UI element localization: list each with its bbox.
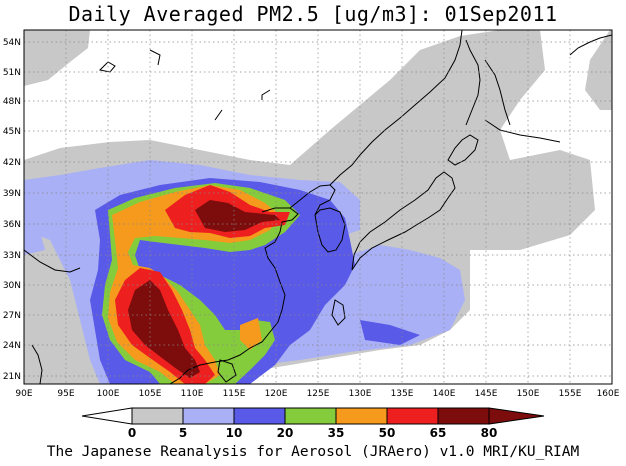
lon-label: 100E	[97, 389, 120, 399]
lon-label: 155E	[559, 389, 582, 399]
lat-label: 45N	[3, 127, 21, 137]
colorbar-tick-label: 5	[179, 426, 187, 440]
colorbar-tick-label: 0	[128, 426, 136, 440]
lon-label: 130E	[349, 389, 372, 399]
colorbar-swatch	[233, 407, 286, 425]
contour-above-80	[128, 200, 280, 378]
lon-label: 150E	[517, 389, 540, 399]
colorbar-swatch	[437, 407, 490, 425]
longitude-axis: 90E 95E 100E 105E 110E 115E 120E 125E 13…	[15, 389, 619, 399]
lon-label: 90E	[15, 389, 32, 399]
lon-label: 140E	[433, 389, 456, 399]
lon-label: 110E	[181, 389, 204, 399]
lat-label: 39N	[3, 189, 21, 199]
lon-label: 105E	[139, 389, 162, 399]
colorbar-tick-label: 35	[328, 426, 345, 440]
lon-label: 95E	[57, 389, 74, 399]
latitude-axis: 54N 51N 48N 45N 42N 39N 36N 33N 30N 27N …	[3, 38, 21, 382]
colorbar-tick-label: 10	[226, 426, 243, 440]
colorbar: 0 5 10 20 35 50 65 80	[81, 407, 545, 440]
lat-label: 42N	[3, 158, 21, 168]
lon-label: 125E	[307, 389, 330, 399]
colorbar-swatch-above	[488, 407, 545, 425]
lon-label: 135E	[391, 389, 414, 399]
lon-label: 160E	[597, 389, 620, 399]
colorbar-swatch	[182, 407, 235, 425]
colorbar-tick-label: 80	[481, 426, 498, 440]
lat-label: 30N	[3, 281, 21, 291]
lat-label: 51N	[3, 68, 21, 78]
colorbar-swatch	[386, 407, 439, 425]
colorbar-tick-label: 65	[430, 426, 447, 440]
lat-label: 48N	[3, 97, 21, 107]
lat-label: 33N	[3, 251, 21, 261]
pm25-contours	[24, 30, 612, 384]
credit-line: The Japanese Reanalysis for Aerosol (JRA…	[46, 444, 580, 460]
lat-label: 54N	[3, 38, 21, 48]
lon-label: 120E	[265, 389, 288, 399]
colorbar-swatch	[284, 407, 337, 425]
lon-label: 145E	[475, 389, 498, 399]
coastlines	[24, 30, 612, 384]
colorbar-tick-label: 20	[277, 426, 294, 440]
lat-label: 24N	[3, 341, 21, 351]
grid-lines	[24, 30, 612, 384]
colorbar-swatch	[335, 407, 388, 425]
lat-label: 36N	[3, 220, 21, 230]
colorbar-swatch	[131, 407, 184, 425]
map-title: Daily Averaged PM2.5 [ug/m3]: 01Sep2011	[68, 2, 558, 26]
lat-label: 21N	[3, 372, 21, 382]
lat-label: 27N	[3, 311, 21, 321]
lon-label: 115E	[223, 389, 246, 399]
colorbar-tick-label: 50	[379, 426, 396, 440]
colorbar-swatch-below	[81, 407, 133, 425]
plot-frame	[23, 29, 613, 385]
